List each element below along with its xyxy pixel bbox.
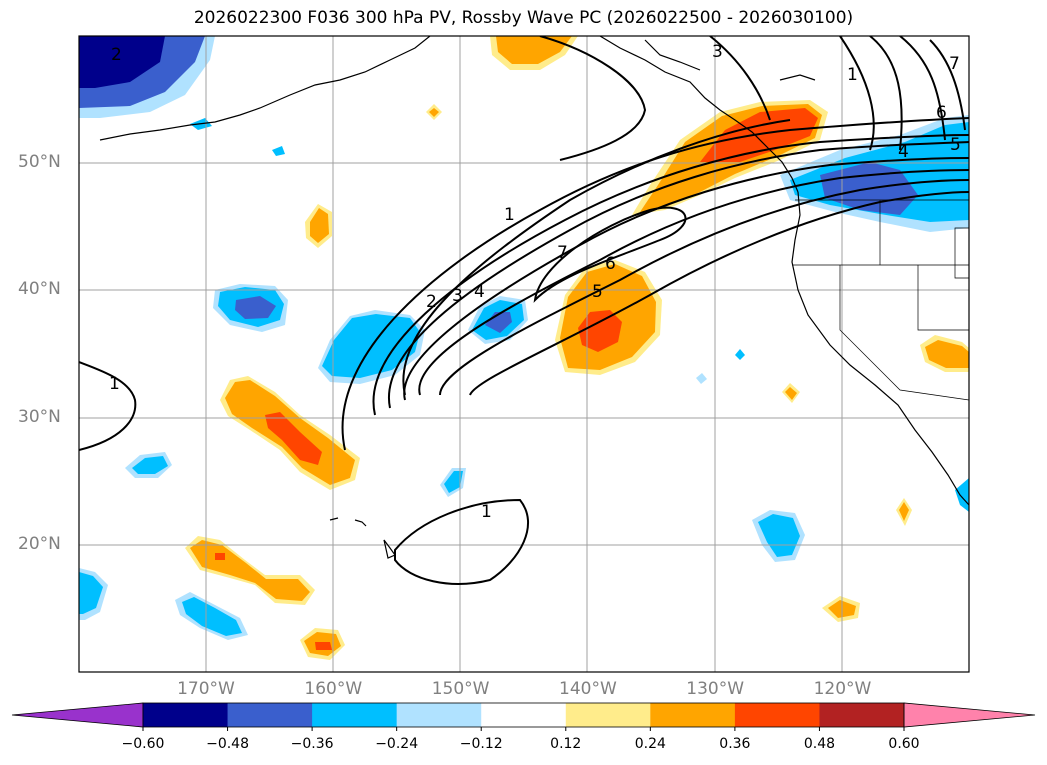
longitude-label: 140°W bbox=[559, 679, 617, 699]
contour-label: 7 bbox=[949, 54, 960, 74]
latitude-label: 20°N bbox=[18, 533, 61, 554]
colorbar-tick-label: 0.24 bbox=[634, 736, 666, 752]
contour-label: 4 bbox=[474, 282, 485, 302]
colorbar-tick-label: −0.12 bbox=[459, 736, 503, 752]
contour-label: 1 bbox=[847, 65, 858, 85]
colorbar-segment bbox=[819, 703, 905, 727]
contour-label: 2 bbox=[426, 292, 437, 312]
contour-label: 7 bbox=[557, 243, 568, 263]
colorbar-segment bbox=[650, 703, 736, 727]
colorbar-tick-label: −0.36 bbox=[290, 736, 334, 752]
map-title: 2026022300 F036 300 hPa PV, Rossby Wave … bbox=[193, 8, 854, 28]
contour-label: 6 bbox=[936, 103, 947, 123]
political-borders bbox=[792, 199, 969, 401]
latitude-label: 30°N bbox=[18, 406, 61, 427]
latitude-label: 50°N bbox=[18, 152, 61, 172]
colorbar-tick-label: 0.60 bbox=[888, 736, 920, 752]
contour-label: 5 bbox=[950, 135, 961, 155]
contour-label: 3 bbox=[712, 42, 723, 62]
contour-label: 1 bbox=[504, 205, 515, 225]
colorbar-segment bbox=[481, 703, 567, 727]
colorbar-segment bbox=[565, 703, 651, 727]
contour-label: 1 bbox=[481, 502, 492, 522]
graticule bbox=[79, 36, 969, 672]
contour-label: 1 bbox=[109, 374, 120, 394]
colorbar-tick-label: 0.36 bbox=[719, 736, 751, 752]
colorbar-tick-label: −0.48 bbox=[206, 736, 249, 752]
colorbar-segment bbox=[143, 703, 229, 727]
map-frame bbox=[78, 35, 970, 673]
colorbar-segment bbox=[396, 703, 482, 727]
colorbar-tick-label: −0.60 bbox=[121, 736, 165, 752]
contour-label: 6 bbox=[605, 254, 616, 274]
colorbar-extend-max bbox=[903, 702, 1036, 728]
latitude-label: 40°N bbox=[18, 279, 61, 300]
contour-label: 3 bbox=[452, 286, 463, 306]
ocean-background bbox=[79, 36, 969, 672]
pv-contours bbox=[79, 36, 969, 585]
longitude-label: 120°W bbox=[813, 679, 872, 699]
colorbar-segment bbox=[312, 703, 398, 727]
contour-label: 5 bbox=[592, 282, 603, 302]
colorbar-tick-label: 0.48 bbox=[803, 736, 836, 752]
colorbar bbox=[11, 702, 1036, 731]
colorbar-segment bbox=[734, 703, 820, 727]
longitude-label: 170°W bbox=[177, 679, 235, 699]
coastlines bbox=[99, 36, 969, 559]
colorbar-segment bbox=[227, 703, 313, 727]
colorbar-extend-min bbox=[11, 702, 144, 728]
longitude-label: 160°W bbox=[304, 679, 363, 699]
longitude-label: 150°W bbox=[431, 679, 490, 699]
colorbar-tick-label: 0.12 bbox=[550, 736, 582, 752]
colorbar-tick-label: −0.24 bbox=[375, 736, 419, 752]
contour-label: 4 bbox=[898, 142, 909, 162]
contour-label: 2 bbox=[111, 45, 122, 65]
longitude-label: 130°W bbox=[686, 679, 745, 699]
